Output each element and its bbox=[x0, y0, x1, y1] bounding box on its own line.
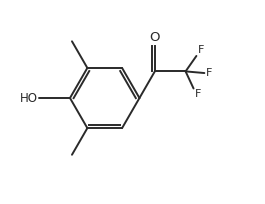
Text: O: O bbox=[149, 31, 160, 44]
Text: F: F bbox=[206, 68, 213, 78]
Text: F: F bbox=[195, 89, 201, 99]
Text: F: F bbox=[198, 45, 204, 55]
Text: HO: HO bbox=[20, 92, 38, 104]
